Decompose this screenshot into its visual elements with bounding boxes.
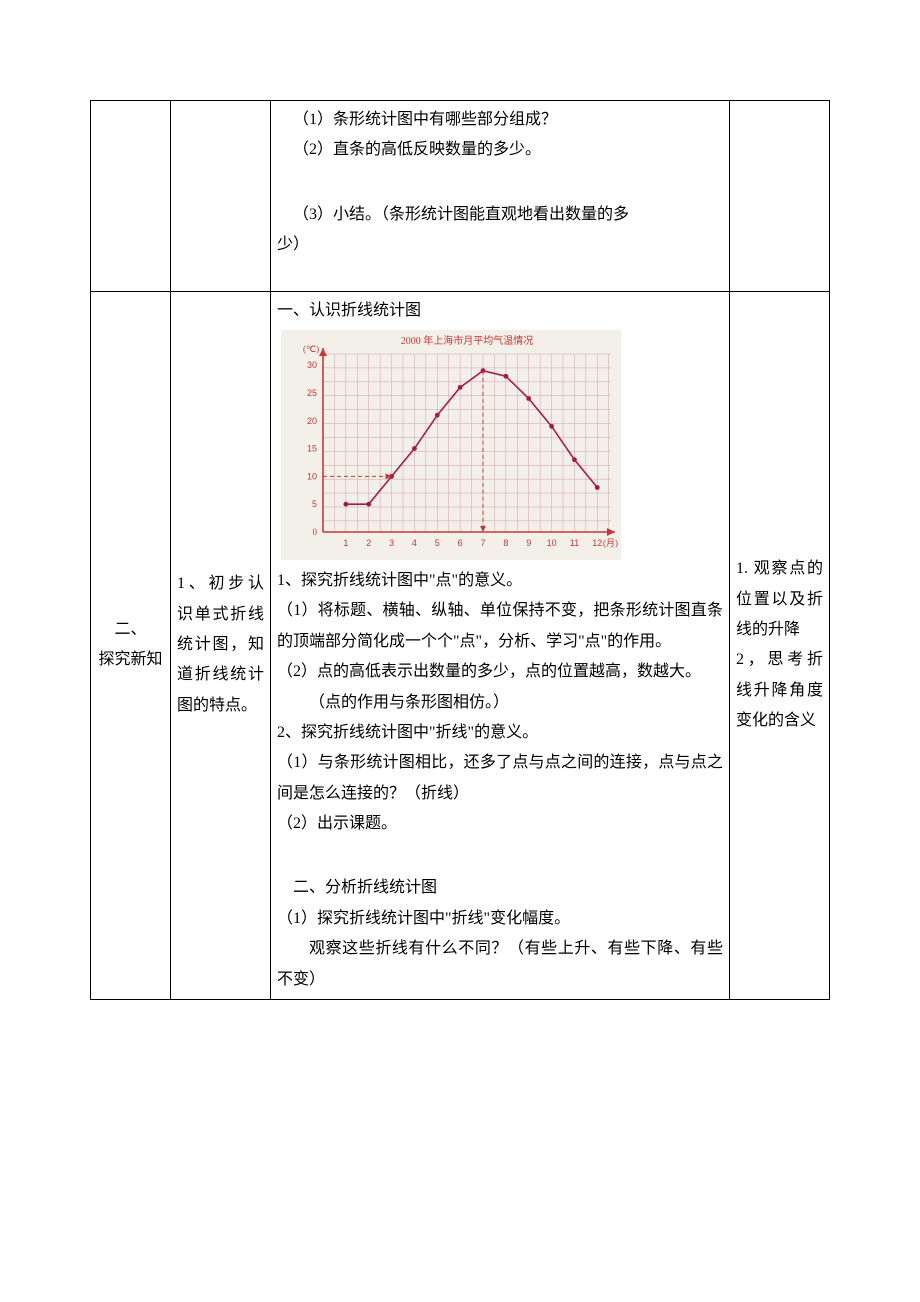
svg-text:7: 7	[480, 538, 485, 548]
text-line: （1）探究折线统计图中"折线"变化幅度。	[277, 904, 723, 934]
svg-text:10: 10	[547, 538, 557, 548]
cell-goal: 1、初步认识单式折线统计图，知道折线统计图的特点。	[171, 291, 271, 999]
text-line: （2）直条的高低反映数量的多少。	[277, 135, 723, 165]
text-line: 2、探究折线统计图中"折线"的意义。	[277, 718, 723, 748]
svg-text:5: 5	[312, 499, 317, 509]
svg-text:15: 15	[307, 444, 317, 454]
blank-line	[277, 839, 723, 873]
text-line: 少）	[277, 230, 723, 260]
svg-text:(℃): (℃)	[303, 344, 319, 354]
svg-text:25: 25	[307, 388, 317, 398]
svg-text:0: 0	[313, 527, 318, 537]
svg-text:2: 2	[366, 538, 371, 548]
text-line: 观察这些折线有什么不同？（有些上升、有些下降、有些不变）	[277, 934, 723, 995]
svg-text:(月): (月)	[603, 538, 618, 548]
section-heading: 二、分析折线统计图	[277, 873, 723, 903]
lesson-plan-table: （1）条形统计图中有哪些部分组成？ （2）直条的高低反映数量的多少。 （3）小结…	[90, 100, 830, 1000]
svg-text:11: 11	[570, 538, 579, 548]
svg-text:8: 8	[503, 538, 508, 548]
svg-text:20: 20	[307, 416, 317, 426]
line-chart: 2000 年上海市月平均气温情况(℃)(月)510152025300123456…	[281, 330, 723, 560]
text-line: （1）条形统计图中有哪些部分组成？	[277, 105, 723, 135]
svg-text:4: 4	[412, 538, 417, 548]
svg-text:1: 1	[343, 538, 348, 548]
svg-text:30: 30	[307, 360, 317, 370]
svg-text:6: 6	[458, 538, 463, 548]
text-line: （3）小结。（条形统计图能直观地看出数量的多	[277, 200, 723, 230]
text-line: 1、探究折线统计图中"点"的意义。	[277, 566, 723, 596]
note-text: 1. 观察点的位置以及折线的升降 2，思考折线升降角度变化的含义	[736, 554, 823, 736]
stage-index: 二、	[97, 615, 164, 645]
table-row: （1）条形统计图中有哪些部分组成？ （2）直条的高低反映数量的多少。 （3）小结…	[91, 101, 830, 292]
text-line: （2）出示课题。	[277, 809, 723, 839]
svg-text:10: 10	[307, 471, 317, 481]
cell-activity: 一、认识折线统计图 2000 年上海市月平均气温情况(℃)(月)51015202…	[271, 291, 730, 999]
text-line: （2）点的高低表示出数量的多少，点的位置越高，数越大。	[277, 657, 723, 687]
cell-activity-prev: （1）条形统计图中有哪些部分组成？ （2）直条的高低反映数量的多少。 （3）小结…	[271, 101, 730, 292]
stage-title: 探究新知	[97, 645, 164, 675]
goal-text: 1、初步认识单式折线统计图，知道折线统计图的特点。	[177, 569, 264, 721]
chart-svg: 2000 年上海市月平均气温情况(℃)(月)510152025300123456…	[281, 330, 621, 560]
text-line: （点的作用与条形图相仿。）	[277, 688, 723, 718]
svg-text:5: 5	[435, 538, 440, 548]
text-line: （1）将标题、横轴、纵轴、单位保持不变，把条形统计图直条的顶端部分简化成一个个"…	[277, 596, 723, 657]
cell-note-prev	[730, 101, 830, 292]
cell-goal-prev	[171, 101, 271, 292]
table-row: 二、 探究新知 1、初步认识单式折线统计图，知道折线统计图的特点。 一、认识折线…	[91, 291, 830, 999]
cell-stage-prev	[91, 101, 171, 292]
svg-text:12: 12	[592, 538, 602, 548]
blank-line	[277, 166, 723, 200]
blank-line	[277, 261, 723, 287]
cell-note: 1. 观察点的位置以及折线的升降 2，思考折线升降角度变化的含义	[730, 291, 830, 999]
text-line: （1）与条形统计图相比，还多了点与点之间的连接，点与点之间是怎么连接的？（折线）	[277, 748, 723, 809]
svg-text:3: 3	[389, 538, 394, 548]
cell-stage: 二、 探究新知	[91, 291, 171, 999]
svg-text:9: 9	[526, 538, 531, 548]
svg-text:2000 年上海市月平均气温情况: 2000 年上海市月平均气温情况	[401, 334, 534, 347]
section-heading: 一、认识折线统计图	[277, 296, 723, 326]
